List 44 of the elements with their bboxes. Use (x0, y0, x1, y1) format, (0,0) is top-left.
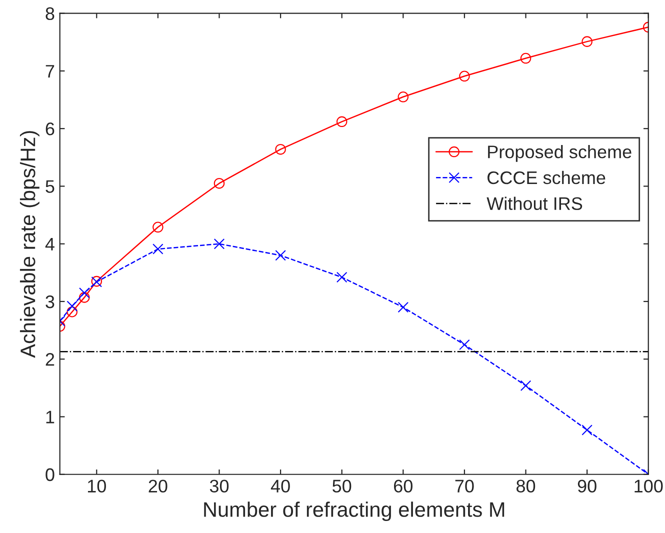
x-tick-label: 40 (270, 480, 290, 492)
x-tick-label: 60 (394, 480, 412, 492)
point (78, 292, 90, 303)
x-tick-label: 20 (148, 480, 168, 492)
x-tick-label: 80 (516, 480, 536, 492)
x-tick-label: 50 (332, 480, 352, 492)
legend-label: CCCE scheme (488, 170, 606, 184)
x-axis-title: Number of refracting elements M (204, 502, 504, 522)
point (152, 244, 164, 254)
point (520, 52, 532, 64)
legend-label: Without IRS (486, 196, 582, 210)
y-tick-label: 8 (46, 7, 54, 20)
x-tick-label: 10 (88, 480, 106, 492)
y-tick-label: 0 (46, 468, 54, 482)
y-tick-label: 3 (46, 295, 54, 308)
x-tick-label: 90 (578, 480, 596, 492)
point (275, 250, 286, 261)
point (398, 302, 409, 313)
y-axis-title: Achievable rate (bps/Hz) (20, 131, 40, 358)
legend-label: Proposed scheme (488, 145, 632, 162)
point (459, 70, 470, 82)
x-tick-label: 30 (210, 480, 229, 492)
point (582, 424, 592, 436)
point (336, 272, 348, 283)
y-tick-label: 7 (46, 65, 54, 78)
y-tick-label: 4 (45, 238, 54, 250)
point (336, 116, 348, 128)
point (214, 238, 225, 250)
y-tick-label: 6 (46, 122, 54, 136)
y-tick-label: 5 (46, 180, 54, 193)
y-tick-label: 1 (46, 410, 54, 424)
point (398, 92, 409, 102)
y-tick-label: 2 (46, 353, 54, 366)
point (275, 144, 286, 155)
point (66, 300, 78, 312)
point (78, 287, 90, 298)
x-tick-label: 70 (455, 480, 474, 492)
point (582, 36, 592, 47)
point (214, 178, 225, 189)
x-tick-label: 100 (634, 480, 663, 492)
point (66, 306, 78, 318)
point (152, 222, 164, 233)
point (459, 339, 470, 350)
point (520, 380, 532, 391)
